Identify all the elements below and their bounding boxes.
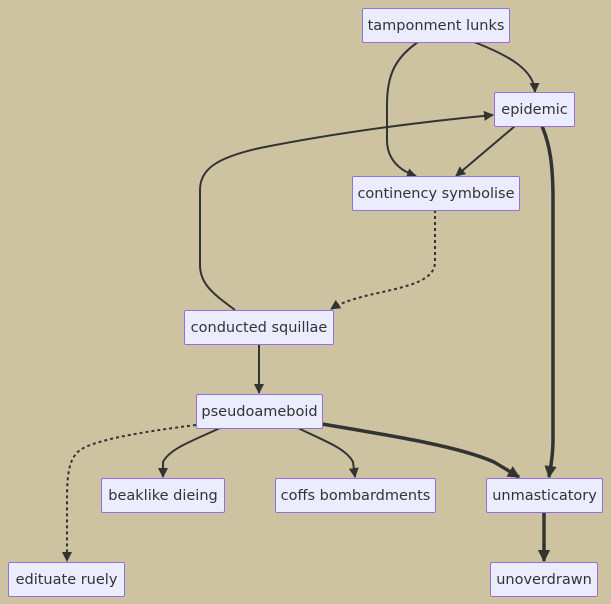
node-unoverdrawn[interactable]: unoverdrawn: [490, 562, 598, 597]
node-pseudoameboid[interactable]: pseudoameboid: [196, 394, 323, 429]
node-epidemic[interactable]: epidemic: [494, 92, 575, 127]
edge-epidemic-to-continency-symbolise: [456, 126, 515, 176]
edge-epidemic-to-unmasticatory: [542, 126, 553, 477]
edge-pseudoameboid-to-coffs-bombardments: [298, 428, 355, 477]
node-edituate-ruely[interactable]: edituate ruely: [8, 562, 125, 597]
edge-tamponment-lunks-to-continency-symbolise: [387, 42, 418, 176]
edge-pseudoameboid-to-beaklike-dieing: [163, 428, 220, 477]
node-conducted-squillae[interactable]: conducted squillae: [184, 310, 334, 345]
edge-tamponment-lunks-to-epidemic: [474, 42, 535, 92]
node-unmasticatory[interactable]: unmasticatory: [486, 478, 603, 513]
edge-conducted-squillae-to-epidemic: [200, 115, 493, 310]
node-tamponment-lunks[interactable]: tamponment lunks: [362, 8, 510, 43]
node-beaklike-dieing[interactable]: beaklike dieing: [101, 478, 225, 513]
edge-pseudoameboid-to-unmasticatory: [322, 424, 519, 477]
node-coffs-bombardments[interactable]: coffs bombardments: [275, 478, 436, 513]
node-continency-symbolise[interactable]: continency symbolise: [352, 176, 520, 211]
edge-continency-symbolise-to-conducted-squillae: [331, 210, 435, 309]
